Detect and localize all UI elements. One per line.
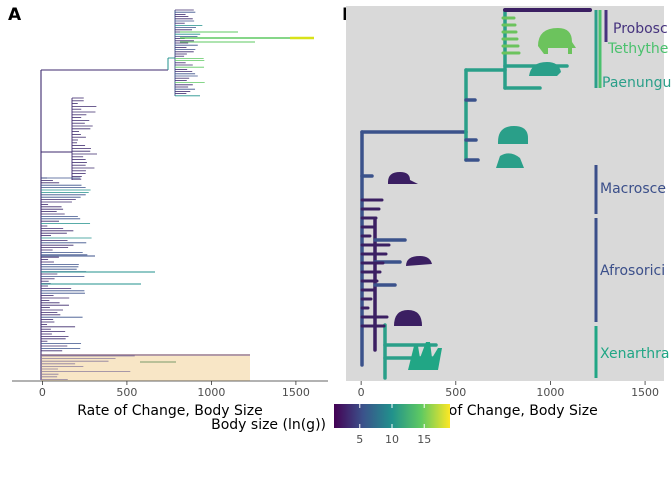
hyrax-icon [529,62,561,76]
aardvark-icon [498,126,528,144]
panel-a-highlight [41,354,250,381]
panel-a-tag: A [8,5,22,25]
panel-b-silhouettes [388,28,576,370]
panel-b-tick-label: 500 [445,386,466,399]
panel-b-tick-label: 1000 [536,386,564,399]
clade-label: Xenarthra [600,346,669,362]
legend-title: Body size (ln(g)) [211,417,326,433]
clade-label: Afrosorici [600,263,665,279]
legend-tick-label: 15 [417,433,431,446]
clade-label: Tethythe [607,41,668,57]
panel-a-x-ticks: 0 500 1000 1500 [39,381,310,399]
panel-a-xlabel: Rate of Change, Body Size [77,403,263,419]
panel-a-tick-label: 500 [116,386,137,399]
legend-tick-label: 5 [356,433,363,446]
panel-b-tree [360,8,592,380]
panel-a-tick-label: 1000 [197,386,225,399]
panel-b-tick-label: 0 [358,386,365,399]
panel-a: A 0 500 1000 1500 Rate of Change, Body Size [8,5,328,419]
panel-b: B ProboscTethythePaenunguMacrosceAfrosor… [342,5,671,419]
panel-b-tick-label: 1500 [631,386,659,399]
legend-ticks: 5 10 15 [356,404,431,446]
hedgehog-icon [394,310,422,326]
clade-label: Probosc [613,21,668,37]
panel-b-xlabel: Rate of Change, Body Size [412,403,598,419]
tenrec-icon [406,256,432,266]
panel-a-tick-label: 0 [39,386,46,399]
panel-a-tick-label: 1500 [282,386,310,399]
elephant-icon [538,28,576,54]
shrew-icon [388,172,418,184]
armadillo-icon [496,153,524,168]
legend-tick-label: 10 [385,433,399,446]
clade-label: Paenungu [602,75,671,91]
sloth-icon [408,342,442,370]
panel-b-x-ticks: 0 500 1000 1500 [358,381,659,399]
panel-b-clade-labels: Probosc Tethythe Paenungu Macrosce Afrosoric… [594,10,671,378]
clade-label: Macrosce [600,181,666,197]
panel-a-tree [40,9,314,380]
legend: Body size (ln(g)) 5 10 15 [211,404,450,446]
